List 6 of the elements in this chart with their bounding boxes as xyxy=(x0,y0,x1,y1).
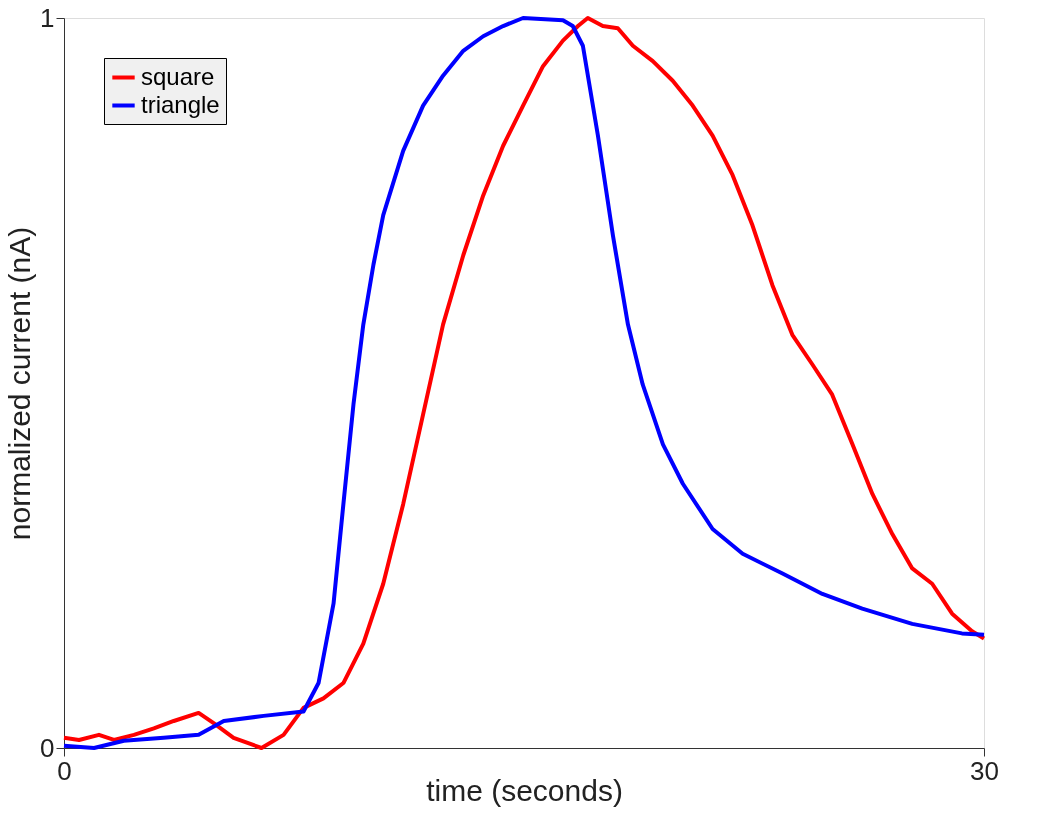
y-tick-label: 1 xyxy=(40,2,55,33)
x-axis-title: time (seconds) xyxy=(426,773,623,807)
x-tick-label: 30 xyxy=(970,755,999,786)
y-axis-title: normalized current (nA) xyxy=(3,226,37,541)
legend-label: triangle xyxy=(141,90,220,118)
legend-label: square xyxy=(141,62,215,90)
